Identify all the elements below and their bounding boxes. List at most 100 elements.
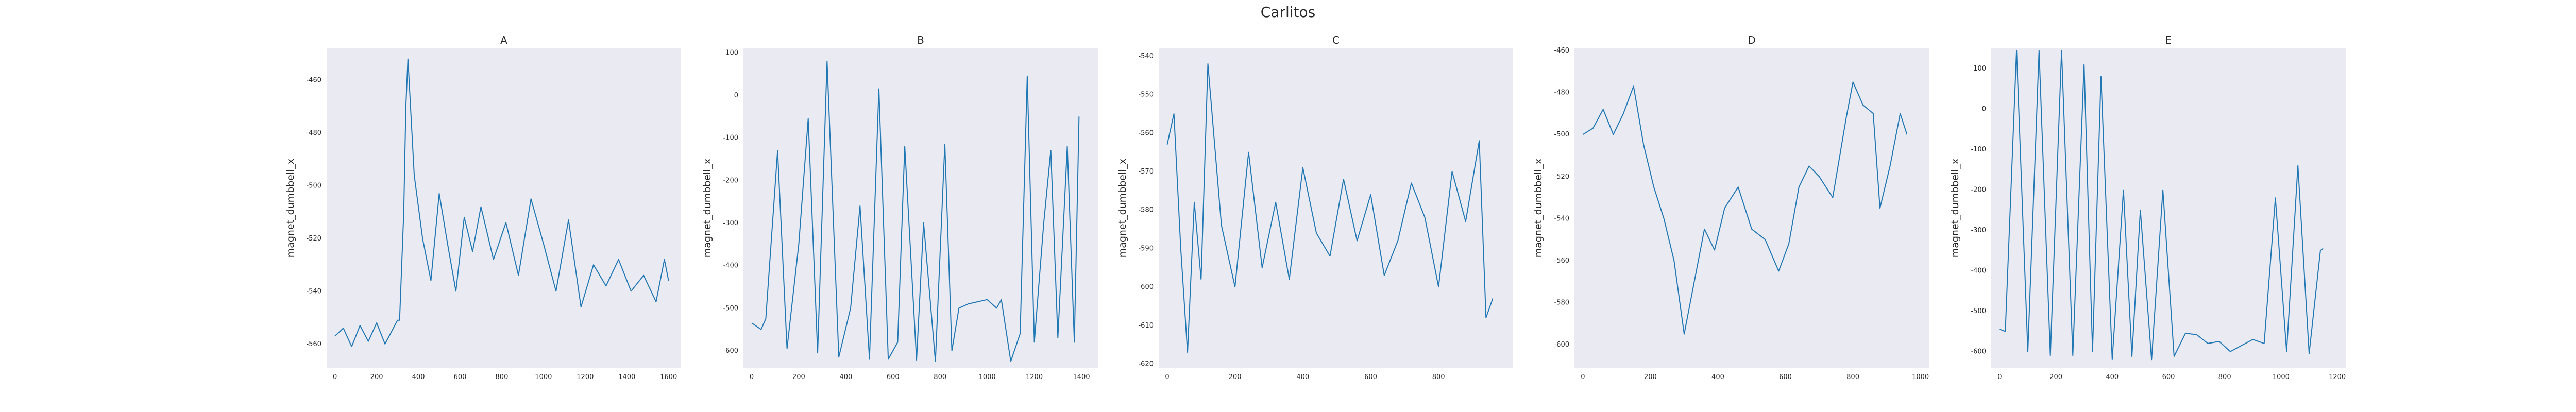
y-axis-label: magnet_dumbbell_x: [1117, 159, 1128, 258]
x-tick-label: 400: [1296, 373, 1309, 381]
x-tick-label: 1200: [577, 373, 594, 381]
x-tick-label: 1400: [1073, 373, 1090, 381]
series-line: [751, 60, 1080, 362]
y-tick-label: -100: [723, 134, 738, 142]
x-tick-label: 600: [887, 373, 900, 381]
x-tick-label: 800: [934, 373, 946, 381]
x-tick-label: 200: [1644, 373, 1657, 381]
series-line: [1166, 63, 1494, 353]
x-tick-label: 600: [2162, 373, 2175, 381]
plot-area: [743, 48, 1098, 368]
y-axis-label: magnet_dumbbell_x: [1950, 159, 1961, 258]
plot-area: [1991, 48, 2346, 368]
x-tick-label: 1400: [618, 373, 635, 381]
y-tick-label: -600: [1138, 283, 1154, 291]
x-tick-label: 800: [2218, 373, 2231, 381]
x-tick-label: 0: [1997, 373, 2002, 381]
x-tick-label: 200: [370, 373, 383, 381]
y-tick-label: -550: [1138, 91, 1154, 99]
y-tick-label: -300: [1971, 227, 1986, 234]
x-tick-label: 0: [333, 373, 337, 381]
x-tick-label: 0: [1165, 373, 1169, 381]
y-tick-label: -580: [1138, 207, 1154, 214]
panel-title: D: [1748, 34, 1755, 46]
x-tick-label: 600: [1779, 373, 1792, 381]
x-tick-label: 400: [2106, 373, 2119, 381]
x-tick-label: 0: [750, 373, 754, 381]
x-tick-label: 200: [792, 373, 805, 381]
x-tick-label: 800: [496, 373, 509, 381]
x-tick-label: 200: [1229, 373, 1242, 381]
y-tick-label: 0: [1982, 106, 1986, 113]
y-tick-label: -560: [1138, 129, 1154, 137]
y-tick-label: -460: [306, 76, 321, 84]
x-tick-label: 1200: [2329, 373, 2346, 381]
plot-area: [327, 48, 681, 368]
panel-title: A: [500, 34, 507, 46]
y-tick-label: -600: [1554, 341, 1569, 349]
y-axis-label: magnet_dumbbell_x: [702, 159, 713, 258]
y-tick-label: -610: [1138, 322, 1154, 330]
y-tick-label: 0: [734, 92, 738, 99]
y-tick-label: -500: [1971, 307, 1986, 315]
x-tick-label: 0: [1581, 373, 1585, 381]
panel-title: E: [2165, 34, 2172, 46]
y-tick-label: -480: [1554, 89, 1569, 97]
x-tick-label: 1600: [660, 373, 677, 381]
x-tick-label: 1000: [535, 373, 552, 381]
x-tick-label: 400: [412, 373, 425, 381]
plot-area: [1159, 48, 1513, 368]
x-tick-label: 1000: [1912, 373, 1929, 381]
y-tick-label: -520: [1554, 173, 1569, 181]
y-tick-label: 100: [1973, 65, 1986, 73]
y-tick-label: -500: [1554, 131, 1569, 139]
y-tick-label: -500: [723, 304, 738, 312]
x-tick-label: 200: [2049, 373, 2062, 381]
y-tick-label: -200: [723, 177, 738, 184]
x-tick-label: 1000: [2273, 373, 2290, 381]
y-tick-label: -560: [306, 340, 321, 348]
x-tick-label: 600: [1364, 373, 1377, 381]
y-tick-label: -400: [1971, 267, 1986, 275]
figure-title: Carlitos: [1261, 4, 1315, 21]
y-axis-label: magnet_dumbbell_x: [1533, 159, 1544, 258]
x-tick-label: 1200: [1026, 373, 1043, 381]
x-tick-label: 800: [1432, 373, 1445, 381]
y-tick-label: -480: [306, 129, 321, 137]
y-tick-label: -600: [723, 347, 738, 355]
y-tick-label: -540: [1138, 53, 1154, 60]
y-tick-label: -570: [1138, 168, 1154, 176]
y-axis-label: magnet_dumbbell_x: [285, 159, 296, 258]
y-tick-label: -100: [1971, 146, 1986, 153]
series-line: [1999, 49, 2324, 360]
y-tick-label: -500: [306, 182, 321, 190]
series-line: [1582, 81, 1908, 335]
y-tick-label: -600: [1971, 348, 1986, 356]
y-tick-label: 100: [725, 49, 738, 57]
y-tick-label: -590: [1138, 245, 1154, 252]
y-tick-label: -620: [1138, 360, 1154, 368]
y-tick-label: -400: [723, 262, 738, 270]
x-tick-label: 1000: [979, 373, 996, 381]
y-tick-label: -460: [1554, 47, 1569, 55]
y-tick-label: -520: [306, 235, 321, 243]
x-tick-label: 600: [454, 373, 467, 381]
y-tick-label: -560: [1554, 257, 1569, 265]
y-tick-label: -200: [1971, 186, 1986, 194]
series-line: [334, 58, 669, 347]
plot-area: [1574, 48, 1929, 368]
y-tick-label: -580: [1554, 299, 1569, 307]
y-tick-label: -540: [306, 287, 321, 295]
x-tick-label: 800: [1846, 373, 1859, 381]
panel-title: B: [917, 34, 924, 46]
y-tick-label: -300: [723, 219, 738, 227]
y-tick-label: -540: [1554, 215, 1569, 222]
x-tick-label: 400: [1711, 373, 1724, 381]
